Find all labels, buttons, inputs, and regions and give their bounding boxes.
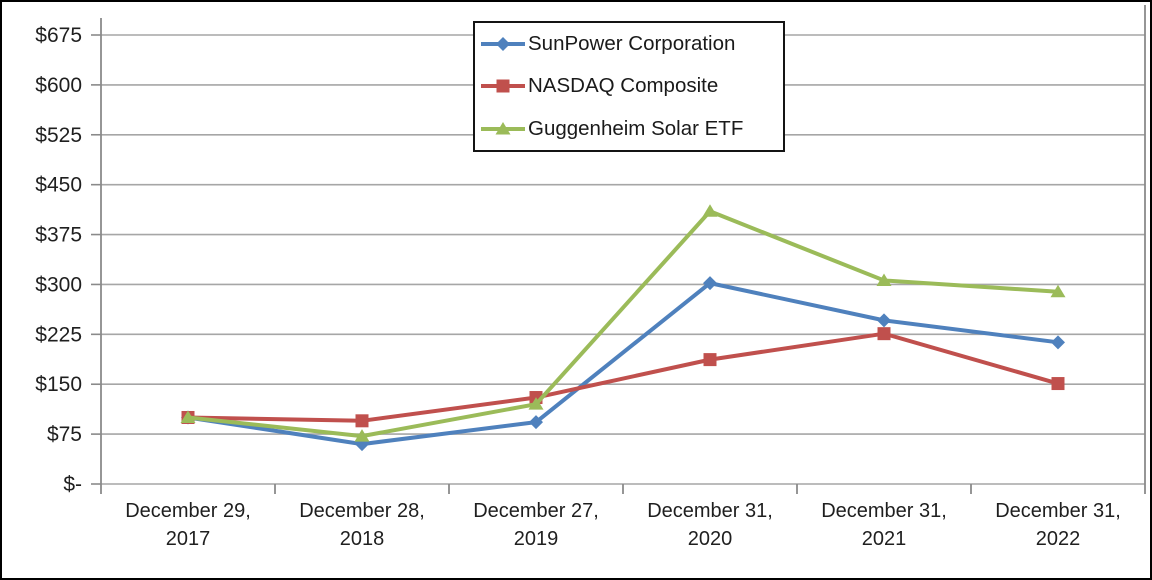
data-point-guggenheim-solar-etf (1050, 284, 1066, 298)
data-point-sunpower-corporation (877, 313, 891, 328)
x-axis-label-line2: 2020 (688, 528, 733, 550)
diamond-marker-icon (481, 37, 525, 52)
x-axis-label-line2: 2019 (514, 528, 559, 550)
legend-item-nasdaq-composite: NASDAQ Composite (480, 65, 783, 107)
data-point-sunpower-corporation (1051, 335, 1065, 350)
y-axis-label: $- (63, 473, 82, 496)
y-axis-label: $75 (47, 423, 82, 446)
legend-item-guggenheim-solar-etf: Guggenheim Solar ETF (480, 108, 783, 150)
x-axis-label-line1: December 27, (473, 500, 599, 522)
legend-marker-guggenheim-solar-etf (495, 121, 511, 135)
x-axis-label-line2: 2021 (862, 528, 907, 550)
data-point-guggenheim-solar-etf (702, 204, 718, 217)
y-axis-label: $150 (35, 373, 82, 396)
data-point-sunpower-corporation (703, 276, 717, 291)
y-axis-label: $450 (35, 174, 82, 197)
x-axis-label-line1: December 31, (647, 500, 773, 522)
series-line-guggenheim-solar-etf (187, 209, 1059, 439)
series-line-sunpower-corporation (187, 281, 1059, 447)
data-point-guggenheim-solar-etf (528, 397, 544, 410)
x-axis-label-line2: 2018 (340, 528, 385, 550)
y-axis-label: $525 (35, 124, 82, 147)
y-axis-label: $600 (35, 74, 82, 97)
data-point-guggenheim-solar-etf (354, 429, 370, 442)
legend-item-sunpower-corporation: SunPower Corporation (480, 23, 783, 65)
triangle-marker-icon (481, 121, 525, 135)
x-axis-label: December 29, 2017 (125, 500, 251, 550)
legend-label: NASDAQ Composite (528, 74, 719, 98)
y-axis-label: $300 (35, 273, 82, 296)
y-axis-label: $225 (35, 323, 82, 346)
x-axis-label-line1: December 31, (995, 500, 1121, 522)
data-point-sunpower-corporation (529, 415, 543, 430)
data-point-guggenheim-solar-etf (180, 410, 196, 423)
data-point-guggenheim-solar-etf (876, 273, 892, 286)
x-axis-label: December 27, 2019 (473, 500, 599, 550)
x-axis-label-line1: December 28, (299, 500, 425, 522)
legend-label: Guggenheim Solar ETF (528, 116, 744, 140)
legend-label: SunPower Corporation (528, 32, 736, 56)
series-line-nasdaq-composite (187, 331, 1059, 423)
chart-legend: SunPower Corporation NASDAQ Composite Gugg… (473, 21, 785, 152)
x-axis-label-line1: December 29, (125, 500, 251, 522)
x-axis-label: December 31, 2020 (647, 500, 773, 550)
data-point-nasdaq-composite (703, 353, 717, 367)
data-point-nasdaq-composite (877, 327, 891, 341)
x-axis-label: December 31, 2022 (995, 500, 1121, 550)
data-point-nasdaq-composite (1051, 377, 1065, 391)
x-axis-label: December 28, 2018 (299, 500, 425, 550)
data-point-nasdaq-composite (355, 414, 369, 428)
x-axis-label-line2: 2022 (1036, 528, 1081, 550)
y-axis-label: $675 (35, 24, 82, 47)
legend-marker-nasdaq-composite (496, 79, 510, 93)
legend-marker-sunpower-corporation (496, 37, 510, 52)
x-axis-label: December 31, 2021 (821, 500, 947, 550)
x-axis-label-line2: 2017 (166, 528, 211, 550)
y-axis-label: $375 (35, 224, 82, 247)
x-axis-label-line1: December 31, (821, 500, 947, 522)
square-marker-icon (481, 79, 525, 93)
